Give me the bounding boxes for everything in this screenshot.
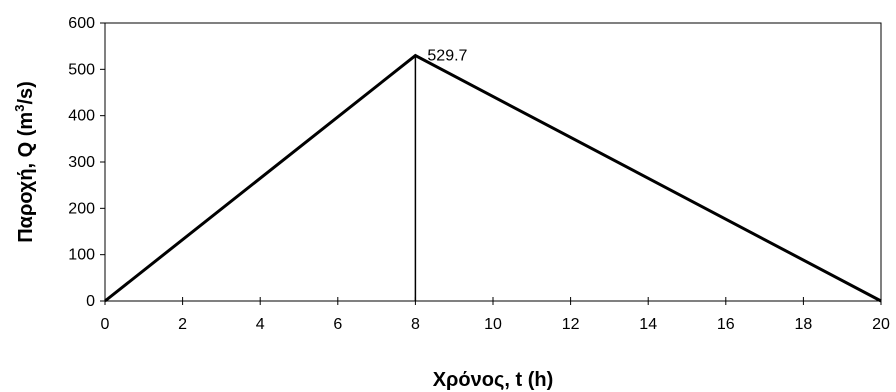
data-marks: [104, 53, 882, 303]
y-tick-label: 100: [68, 247, 95, 264]
y-axis-title: Παροχή, Q (m3/s): [12, 81, 37, 243]
y-axis-title-superscript: 3: [12, 105, 27, 112]
x-tick-label: 0: [101, 316, 110, 333]
x-tick-label: 18: [795, 316, 813, 333]
x-tick-label: 4: [256, 316, 265, 333]
x-tick-label: 14: [639, 316, 657, 333]
x-axis-title: Χρόνος, t (h): [433, 369, 554, 391]
y-tick-label: 200: [68, 200, 95, 217]
peak-annotation: 529.7: [427, 48, 467, 65]
x-tick-label: 8: [411, 316, 420, 333]
y-tick-label: 0: [86, 293, 95, 310]
y-tick-label: 500: [68, 61, 95, 78]
x-tick-label: 20: [872, 316, 890, 333]
x-axis: 0 2 4 6 8 10 12 14 16 18 20: [101, 297, 890, 333]
y-tick-label: 600: [68, 15, 95, 32]
hydrograph-line: [104, 53, 882, 303]
x-tick-label: 12: [562, 316, 580, 333]
y-axis-title-main: Παροχή, Q (m: [15, 112, 37, 243]
x-tick-label: 6: [333, 316, 342, 333]
plot-area: [104, 22, 882, 302]
y-tick-label: 400: [68, 108, 95, 125]
x-tick-label: 10: [484, 316, 502, 333]
y-axis: 0 100 200 300 400 500 600: [68, 15, 105, 310]
x-tick-label: 2: [178, 316, 187, 333]
x-tick-label: 16: [717, 316, 735, 333]
y-axis-title-end: /s): [15, 81, 37, 104]
y-tick-label: 300: [68, 154, 95, 171]
